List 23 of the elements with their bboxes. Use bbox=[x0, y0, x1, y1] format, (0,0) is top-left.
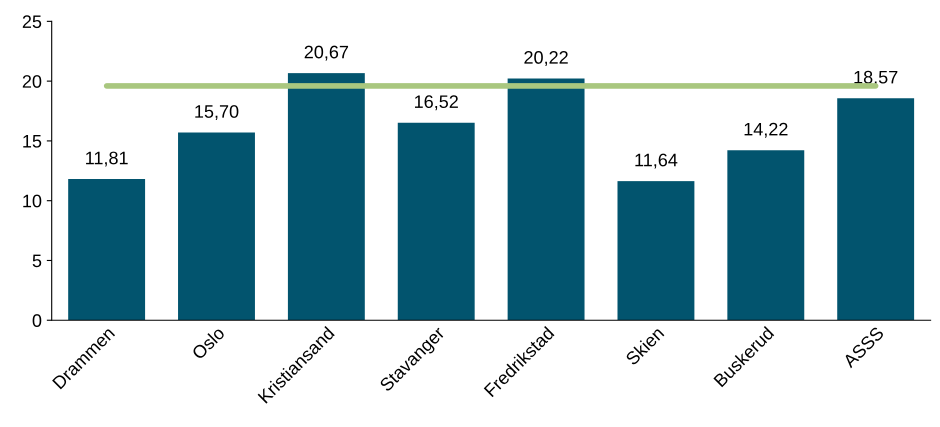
data-label: 20,22 bbox=[524, 51, 568, 66]
y-tick-label: 5 bbox=[32, 254, 42, 268]
y-tick-label: 25 bbox=[22, 15, 42, 28]
data-label: 15,70 bbox=[195, 105, 238, 120]
bar bbox=[617, 181, 694, 320]
bar bbox=[727, 150, 804, 320]
data-label: 18,57 bbox=[854, 70, 898, 86]
bar bbox=[398, 122, 475, 320]
bar bbox=[178, 132, 255, 320]
y-tick-label: 15 bbox=[23, 135, 42, 148]
data-label: 16,52 bbox=[415, 95, 458, 110]
y-tick-label: 10 bbox=[23, 194, 42, 208]
bar bbox=[68, 179, 146, 320]
y-tick-label: 20 bbox=[22, 75, 42, 88]
bar bbox=[508, 78, 585, 320]
data-label: 14,22 bbox=[744, 122, 788, 138]
data-label: 11,64 bbox=[635, 154, 678, 169]
data-label: 11,81 bbox=[86, 152, 128, 167]
bar bbox=[288, 73, 365, 320]
bar bbox=[837, 98, 914, 320]
data-label: 20,67 bbox=[304, 46, 348, 61]
y-tick-label: 0 bbox=[32, 314, 42, 327]
x-tick-label: Oslo bbox=[190, 326, 226, 360]
